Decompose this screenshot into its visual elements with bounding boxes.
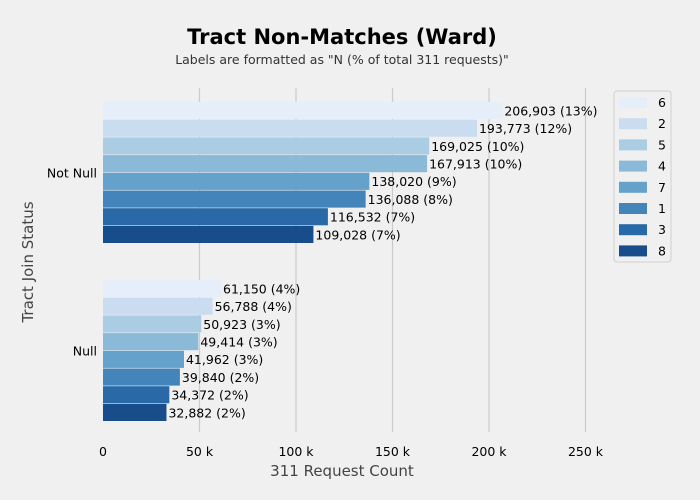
legend-label: 7 bbox=[658, 180, 666, 195]
bar-series-8 bbox=[103, 225, 314, 243]
legend-label: 4 bbox=[658, 159, 666, 174]
legend-label: 6 bbox=[658, 95, 666, 110]
bar-data-label: 109,028 (7%) bbox=[315, 227, 400, 242]
x-tick-label: 50 k bbox=[186, 444, 214, 459]
bar-series-4 bbox=[103, 155, 428, 173]
bar-data-label: 39,840 (2%) bbox=[182, 370, 259, 385]
legend-swatch bbox=[619, 97, 647, 108]
legend-label: 2 bbox=[658, 116, 666, 131]
bar-series-8 bbox=[103, 403, 167, 421]
bar-data-label: 56,788 (4%) bbox=[215, 299, 292, 314]
y-tick-label: Null bbox=[73, 343, 97, 358]
data-labels: 206,903 (13%) 61,150 (4%) 193,773 (12%) 56,… bbox=[168, 103, 597, 420]
legend-label: 8 bbox=[658, 243, 666, 258]
bar-data-label: 50,923 (3%) bbox=[203, 317, 280, 332]
x-tick-label: 150 k bbox=[375, 444, 411, 459]
bar-data-label: 116,532 (7%) bbox=[330, 210, 415, 225]
bar-series-2 bbox=[103, 297, 213, 315]
x-tick-label: 0 bbox=[99, 444, 107, 459]
bar-data-label: 61,150 (4%) bbox=[223, 281, 300, 296]
bar-data-label: 167,913 (10%) bbox=[429, 156, 522, 171]
legend-box bbox=[613, 90, 672, 263]
x-tick-label: 200 k bbox=[471, 444, 507, 459]
bar-series-4 bbox=[103, 333, 199, 351]
bar-data-label: 206,903 (13%) bbox=[504, 103, 597, 118]
chart-title: Tract Non-Matches (Ward) bbox=[187, 25, 497, 49]
bar-series-7 bbox=[103, 350, 184, 368]
legend-swatch bbox=[619, 139, 647, 151]
bar-data-label: 34,372 (2%) bbox=[171, 388, 248, 403]
legend-swatch bbox=[619, 118, 647, 130]
chart-subtitle: Labels are formatted as "N (% of total 3… bbox=[175, 52, 509, 67]
bar-data-label: 138,020 (9%) bbox=[371, 174, 456, 189]
legend-swatch bbox=[619, 181, 647, 193]
bar-series-1 bbox=[103, 190, 366, 208]
x-tick-label: 100 k bbox=[278, 444, 314, 459]
legend-label: 5 bbox=[658, 137, 666, 152]
bar-series-3 bbox=[103, 386, 170, 404]
bar-data-label: 41,962 (3%) bbox=[186, 352, 263, 367]
bar-series-6 bbox=[103, 280, 222, 298]
bar-series-3 bbox=[103, 208, 328, 226]
bar-data-label: 32,882 (2%) bbox=[168, 405, 245, 420]
x-axis-ticks: 0 50 k 100 k 150 k 200 k 250 k bbox=[99, 444, 604, 459]
legend-label: 3 bbox=[658, 222, 666, 237]
bar-series-1 bbox=[103, 368, 180, 386]
bar-series-5 bbox=[103, 315, 202, 333]
bar-series-6 bbox=[103, 102, 503, 120]
legend-swatch bbox=[619, 245, 647, 257]
bar-series-2 bbox=[103, 119, 477, 137]
bar-data-label: 49,414 (3%) bbox=[200, 334, 277, 349]
x-tick-label: 250 k bbox=[568, 444, 604, 459]
legend: 6 2 5 4 7 1 3 8 bbox=[613, 90, 672, 263]
legend-swatch bbox=[619, 160, 647, 172]
bar-series-7 bbox=[103, 172, 370, 190]
legend-swatch bbox=[619, 203, 647, 214]
y-tick-label: Not Null bbox=[47, 165, 97, 180]
bar-data-label: 136,088 (8%) bbox=[368, 192, 453, 207]
legend-label: 1 bbox=[658, 201, 666, 216]
y-axis-label: Tract Join Status bbox=[19, 201, 37, 323]
y-axis-ticks: Not Null Null bbox=[47, 165, 97, 358]
bar-series-5 bbox=[103, 137, 430, 155]
legend-swatch bbox=[619, 224, 647, 236]
bars bbox=[103, 102, 503, 421]
bar-data-label: 193,773 (12%) bbox=[479, 121, 572, 136]
x-axis-label: 311 Request Count bbox=[270, 462, 414, 480]
bar-data-label: 169,025 (10%) bbox=[431, 139, 524, 154]
